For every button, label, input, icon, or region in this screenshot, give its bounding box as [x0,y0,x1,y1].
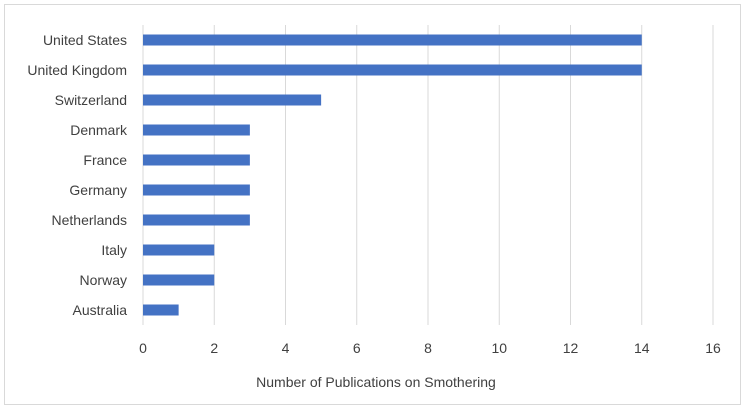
x-tick-label: 10 [491,340,507,356]
category-label: United Kingdom [27,62,127,78]
bar-denmark [143,124,250,136]
category-label: Norway [80,272,127,288]
category-label: France [83,152,127,168]
bar-switzerland [143,94,322,106]
x-tick-label: 14 [634,340,650,356]
x-tick-label: 2 [210,340,218,356]
x-tick-label: 12 [563,340,579,356]
category-label: United States [43,32,127,48]
x-axis-title: Number of Publications on Smothering [256,374,496,390]
x-tick-label: 4 [282,340,290,356]
x-tick-label: 8 [424,340,432,356]
bar-netherlands [143,214,250,226]
bar-united-states [143,34,642,46]
category-label: Italy [101,242,127,258]
x-tick-label: 16 [705,340,721,356]
bars [143,34,642,316]
x-tick-label: 6 [353,340,361,356]
x-tick-label: 0 [139,340,147,356]
category-label: Netherlands [52,212,128,228]
bar-germany [143,184,250,196]
x-tick-labels: 0 2 4 6 8 10 12 14 16 [139,340,721,356]
bar-france [143,154,250,166]
bar-norway [143,274,215,286]
category-label: Australia [73,302,128,318]
category-labels: United States United Kingdom Switzerland De… [27,32,128,318]
category-label: Denmark [70,122,128,138]
bar-australia [143,304,179,316]
category-label: Switzerland [55,92,127,108]
bar-italy [143,244,215,256]
bar-united-kingdom [143,64,642,76]
category-label: Germany [69,182,127,198]
